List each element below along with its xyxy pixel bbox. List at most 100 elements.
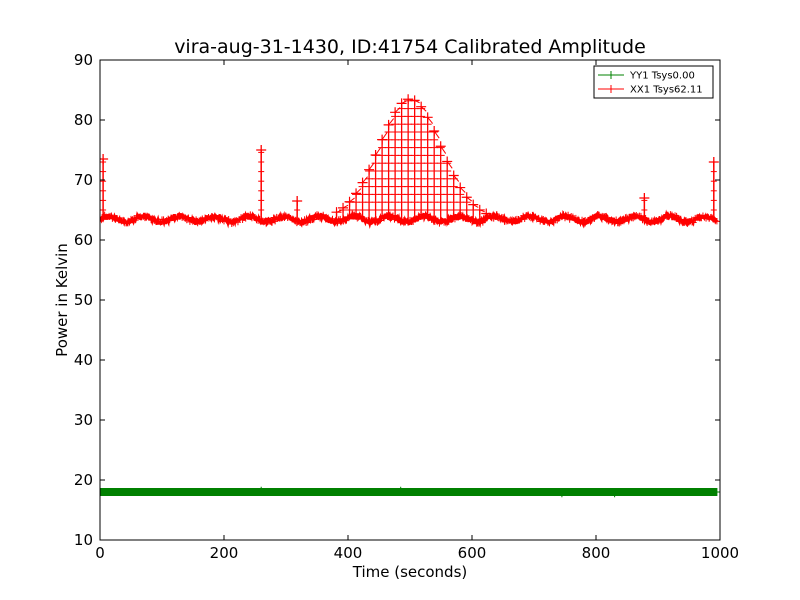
xx1-peak-link — [414, 99, 420, 104]
xx1-marker — [234, 219, 241, 226]
xx1-marker — [713, 218, 720, 225]
xx1-peak-top — [435, 141, 446, 152]
xx1-peak-link — [375, 147, 382, 156]
xx1-marker — [602, 212, 609, 219]
xx1-marker — [272, 218, 279, 225]
xx1-marker — [310, 216, 317, 223]
y-tick-label: 70 — [74, 171, 93, 189]
xx1-marker — [565, 211, 572, 218]
xx1-peak-top — [455, 182, 466, 193]
xx1-peak-top — [390, 107, 401, 118]
xx1-peak-link — [420, 106, 427, 112]
xx1-peak-link — [459, 187, 466, 193]
xx1-peak-link — [440, 145, 447, 154]
xx1-peak-link — [388, 118, 395, 126]
y-tick-label: 40 — [74, 351, 93, 369]
x-axis-label: Time (seconds) — [352, 563, 468, 581]
yy1-point — [220, 488, 228, 496]
yy1-point — [282, 488, 290, 496]
xx1-marker — [642, 214, 649, 221]
xx1-peak-link — [486, 213, 492, 216]
yy1-point — [654, 488, 662, 496]
xx1-marker — [527, 215, 534, 222]
y-axis-label: Power in Kelvin — [53, 243, 71, 357]
legend: YY1 Tsys0.00 XX1 Tsys62.11 — [593, 65, 714, 99]
xx1-peak-top — [461, 192, 472, 203]
xx1-marker — [304, 219, 311, 226]
xx1-marker — [500, 214, 506, 221]
xx1-marker — [611, 219, 618, 226]
xx1-peak-link — [381, 132, 388, 140]
xx1-peak-top — [351, 188, 362, 199]
xx1-marker — [247, 211, 254, 218]
xx1-marker — [377, 217, 384, 224]
xx1-peak-link — [453, 175, 460, 182]
xx1-marker — [120, 216, 127, 223]
yy1-point — [100, 488, 104, 496]
xx1-marker — [493, 211, 500, 218]
legend-label: XX1 Tsys62.11 — [630, 85, 703, 96]
xx1-spike-top — [100, 154, 109, 164]
x-tick-label: 1000 — [701, 544, 739, 562]
xx1-spike-top — [292, 196, 303, 206]
xx1-peak-link — [427, 117, 434, 124]
yy1-point — [406, 488, 414, 496]
chart-title: vira-aug-31-1430, ID:41754 Calibrated Am… — [174, 36, 646, 58]
x-tick-label: 400 — [334, 544, 363, 562]
yy1-point — [344, 488, 352, 496]
xx1-marker — [318, 215, 325, 222]
xx1-peak-link — [472, 204, 479, 208]
xx1-marker — [269, 219, 276, 226]
legend-frame — [593, 65, 714, 99]
xx1-marker — [332, 217, 339, 224]
xx1-peak-top — [383, 119, 394, 130]
xx1-peak-link — [479, 209, 485, 213]
xx1-spike-top — [256, 145, 267, 155]
xx1-marker — [239, 217, 246, 224]
x-tick-label: 600 — [458, 544, 487, 562]
y-tick-label: 20 — [74, 471, 93, 489]
xx1-peak-link — [368, 162, 375, 170]
xx1-marker — [588, 217, 595, 224]
xx1-marker — [690, 219, 697, 226]
yy1-point — [396, 486, 405, 495]
xx1-marker — [410, 218, 417, 225]
y-tick-label: 50 — [74, 291, 93, 309]
xx1-marker — [520, 212, 527, 219]
xx1-marker — [617, 219, 624, 226]
xx1-marker — [445, 218, 452, 225]
xx1-marker — [620, 218, 627, 225]
xx1-peak-link — [355, 188, 362, 194]
yy1-point — [592, 488, 600, 496]
xx1-marker — [221, 218, 227, 225]
xx1-peak-top — [416, 101, 427, 112]
xx1-marker — [675, 214, 682, 221]
series-yy1 — [100, 486, 720, 498]
yy1-point — [557, 489, 566, 498]
xx1-marker — [521, 216, 528, 223]
xx1-marker — [535, 214, 542, 221]
xx1-marker — [132, 217, 139, 224]
xx1-marker — [637, 212, 644, 219]
yy1-point — [158, 488, 166, 496]
y-tick-label: 60 — [74, 231, 93, 249]
xx1-marker — [577, 220, 584, 227]
xx1-marker — [476, 220, 483, 227]
xx1-marker — [252, 214, 258, 221]
xx1-peak-top — [468, 199, 479, 210]
yy1-point — [530, 488, 538, 496]
xx1-peak-top — [429, 126, 440, 137]
xx1-peak-link — [336, 209, 342, 213]
xx1-marker — [430, 215, 437, 222]
xx1-spike-top — [708, 157, 719, 167]
xx1-peak-link — [433, 130, 440, 139]
yy1-point — [468, 488, 476, 496]
y-tick-label: 90 — [74, 51, 93, 69]
xx1-marker — [334, 220, 341, 227]
xx1-peak-link — [466, 196, 473, 202]
yy1-point — [257, 486, 266, 495]
x-tick-label: 200 — [210, 544, 239, 562]
xx1-marker — [478, 216, 485, 223]
